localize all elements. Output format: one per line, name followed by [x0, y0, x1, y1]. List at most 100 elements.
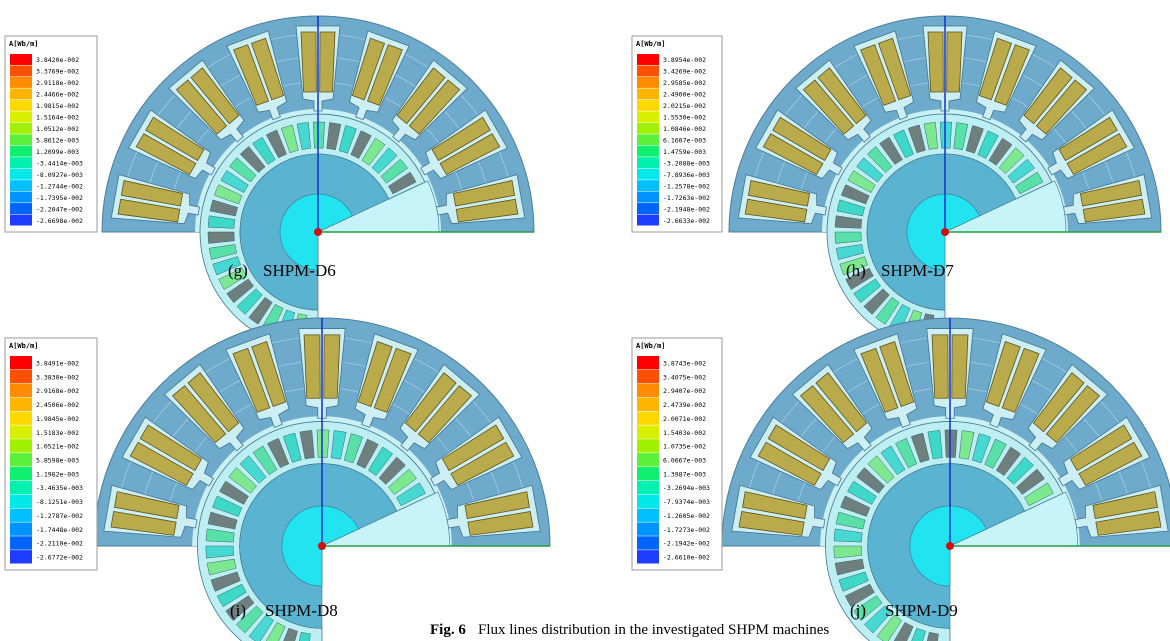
legend-swatch	[10, 509, 32, 522]
legend-swatch	[10, 439, 32, 452]
legend-title: A[Wb/m]	[636, 40, 666, 48]
legend-value: 6.1607e-003	[663, 137, 706, 145]
legend-swatch	[637, 439, 659, 452]
legend-value: 2.0071e-002	[663, 415, 706, 423]
legend-value: 5.8612e-003	[36, 137, 79, 145]
coil	[952, 335, 968, 398]
legend-value: -1.7448e-002	[36, 526, 83, 534]
legend-value: 2.9407e-002	[663, 387, 706, 395]
figure-caption-label: Fig. 6	[430, 622, 466, 638]
legend-value: 2.4466e-002	[36, 91, 79, 99]
legend-value: 1.0521e-002	[36, 443, 79, 451]
legend-swatch	[10, 203, 32, 214]
legend-swatch	[10, 425, 32, 438]
legend-value: 1.0735e-002	[663, 443, 706, 451]
panel-name: SHPM-D8	[265, 601, 338, 620]
legend-value: 3.4075e-002	[663, 373, 706, 381]
legend-value: 2.9118e-002	[36, 79, 79, 87]
legend-value: -2.1948e-002	[663, 205, 710, 213]
legend-value: -8.0927e-003	[36, 171, 83, 179]
legend-swatch	[10, 54, 32, 65]
legend-value: 2.9585e-002	[663, 79, 706, 87]
figure: Fig. 6 Flux lines distribution in the in…	[0, 0, 1170, 641]
legend-swatch	[637, 495, 659, 508]
machine-panel	[102, 16, 534, 350]
legend-value: 1.0846e-002	[663, 125, 706, 133]
legend-swatch	[10, 411, 32, 424]
legend-value: -1.7273e-002	[663, 526, 710, 534]
legend-swatch	[10, 111, 32, 122]
panel-label: (i)	[230, 601, 246, 620]
legend-swatch	[637, 77, 659, 88]
coil	[928, 32, 943, 92]
legend-swatch	[637, 398, 659, 411]
legend-swatch	[10, 550, 32, 563]
coil	[324, 335, 340, 398]
legend-value: 3.4269e-002	[663, 68, 706, 76]
legend-swatch	[10, 384, 32, 397]
coil	[304, 335, 320, 398]
legend-value: 2.4506e-002	[36, 401, 79, 409]
legend-value: -1.2787e-002	[36, 512, 83, 520]
legend-value: -1.2605e-002	[663, 512, 710, 520]
legend-swatch	[10, 65, 32, 76]
panel-name: SHPM-D7	[881, 261, 954, 280]
legend-swatch	[637, 550, 659, 563]
legend-value: -2.6633e-002	[663, 217, 710, 225]
machine-panel	[722, 318, 1170, 641]
legend-value: 1.5164e-002	[36, 114, 79, 122]
legend-value: 6.0667e-003	[663, 457, 706, 465]
legend-value: 1.4759e-003	[663, 148, 706, 156]
legend-value: 2.4900e-002	[663, 91, 706, 99]
legend-swatch	[10, 88, 32, 99]
legend-swatch	[637, 157, 659, 168]
legend-value: -7.9374e-003	[663, 498, 710, 506]
legend-swatch	[637, 146, 659, 157]
legend-swatch	[637, 453, 659, 466]
legend-swatch	[10, 467, 32, 480]
legend-value: 3.8743e-002	[663, 359, 706, 367]
legend-value: -2.2047e-002	[36, 205, 83, 213]
legend-value: 3.8954e-002	[663, 56, 706, 64]
legend-swatch	[10, 77, 32, 88]
panel-name: SHPM-D9	[885, 601, 958, 620]
legend-swatch	[10, 192, 32, 203]
legend-swatch	[10, 522, 32, 535]
legend-swatch	[10, 536, 32, 549]
panel-label: (j)	[850, 601, 866, 620]
legend-value: -2.6610e-002	[663, 554, 710, 562]
legend-value: 1.5183e-002	[36, 429, 79, 437]
legend-value: -1.2578e-002	[663, 182, 710, 190]
legend-value: 2.9168e-002	[36, 387, 79, 395]
legend-value: 1.1982e-003	[36, 470, 79, 478]
panel-label: (h)	[846, 261, 866, 280]
legend-value: 2.4739e-002	[663, 401, 706, 409]
legend: A[Wb/m]3.8420e-0023.3769e-0022.9118e-002…	[5, 36, 97, 232]
legend-value: 1.5530e-002	[663, 114, 706, 122]
magnet-cell	[317, 430, 329, 458]
legend-value: -3.2088e-003	[663, 159, 710, 167]
legend-swatch	[10, 100, 32, 111]
legend-swatch	[10, 169, 32, 180]
machine-panel	[729, 16, 1161, 350]
legend-swatch	[637, 481, 659, 494]
legend-swatch	[10, 481, 32, 494]
legend-value: 1.0512e-002	[36, 125, 79, 133]
panel-label: (g)	[228, 261, 248, 280]
machine-panel	[94, 318, 550, 641]
legend-value: 5.8598e-003	[36, 457, 79, 465]
legend-swatch	[10, 495, 32, 508]
legend: A[Wb/m]3.8743e-0023.4075e-0022.9407e-002…	[632, 338, 722, 570]
legend-swatch	[10, 356, 32, 369]
legend-swatch	[637, 192, 659, 203]
magnet-cell	[945, 430, 957, 458]
magnet-cell	[313, 122, 325, 148]
coil	[932, 335, 948, 398]
legend-title: A[Wb/m]	[9, 40, 39, 48]
legend-swatch	[637, 370, 659, 383]
legend-swatch	[10, 215, 32, 226]
legend-value: -1.7263e-002	[663, 194, 710, 202]
coil	[301, 32, 316, 92]
figure-caption-text: Flux lines distribution in the investiga…	[478, 622, 829, 638]
legend-swatch	[10, 146, 32, 157]
